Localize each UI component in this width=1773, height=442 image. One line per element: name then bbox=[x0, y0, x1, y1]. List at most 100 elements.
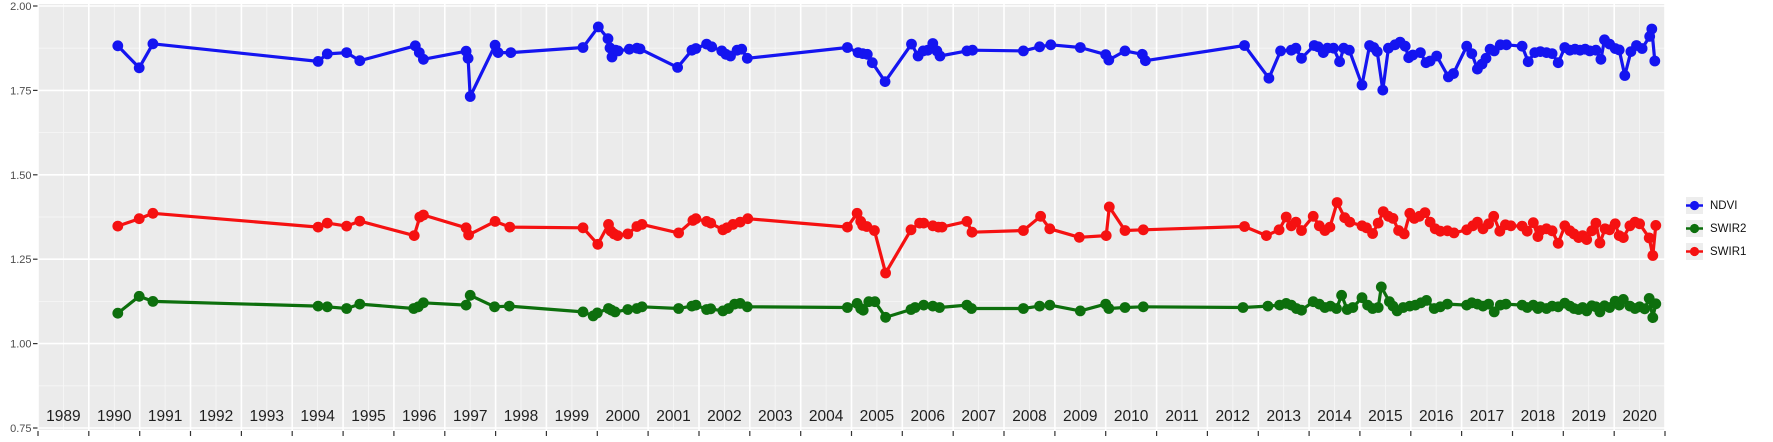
data-point bbox=[1073, 231, 1085, 243]
data-point bbox=[742, 213, 754, 225]
legend-key-icon bbox=[1686, 243, 1703, 260]
x-tick-label: 1993 bbox=[250, 408, 284, 425]
x-tick-label: 2000 bbox=[605, 408, 640, 425]
data-point bbox=[147, 296, 159, 307]
data-point bbox=[505, 47, 517, 58]
data-point bbox=[1324, 221, 1336, 233]
data-point bbox=[592, 21, 604, 33]
data-point bbox=[736, 43, 748, 55]
data-point bbox=[577, 306, 589, 318]
x-tick-label: 2018 bbox=[1521, 408, 1555, 425]
data-point bbox=[741, 301, 753, 313]
data-point bbox=[1296, 304, 1307, 316]
legend-key-icon bbox=[1686, 197, 1703, 214]
data-point bbox=[354, 215, 366, 227]
data-point bbox=[1044, 223, 1056, 235]
x-tick-label: 2015 bbox=[1368, 408, 1402, 425]
data-point bbox=[1483, 298, 1494, 310]
series-SWIR1 bbox=[112, 197, 1662, 279]
data-point bbox=[1399, 40, 1411, 52]
data-point bbox=[504, 221, 516, 233]
data-point bbox=[1636, 43, 1648, 54]
data-point bbox=[636, 219, 648, 230]
data-point bbox=[1137, 301, 1149, 313]
x-tick-label: 2009 bbox=[1063, 408, 1097, 425]
data-point bbox=[1119, 45, 1131, 57]
data-point bbox=[321, 301, 333, 313]
data-point bbox=[464, 91, 476, 102]
data-point bbox=[341, 303, 352, 314]
data-point bbox=[341, 220, 352, 232]
data-point bbox=[1617, 294, 1629, 305]
data-point bbox=[321, 217, 333, 229]
data-point bbox=[1280, 211, 1292, 223]
data-point bbox=[1356, 79, 1368, 91]
data-point bbox=[1595, 53, 1607, 65]
data-point bbox=[1372, 302, 1384, 313]
x-tick-label: 1995 bbox=[351, 408, 385, 425]
data-point bbox=[673, 227, 684, 239]
data-point bbox=[1119, 225, 1131, 236]
data-point bbox=[1343, 44, 1355, 56]
data-point bbox=[1639, 303, 1651, 315]
data-point bbox=[1617, 232, 1629, 244]
data-point bbox=[1590, 44, 1602, 56]
data-point bbox=[1546, 225, 1558, 237]
data-point bbox=[418, 297, 429, 309]
data-point bbox=[1018, 225, 1029, 236]
x-tick-label: 2001 bbox=[656, 408, 690, 425]
x-tick-label: 2003 bbox=[758, 408, 792, 425]
data-point bbox=[1261, 230, 1272, 242]
data-point bbox=[1119, 302, 1131, 313]
data-point bbox=[1527, 217, 1539, 229]
data-point bbox=[1372, 217, 1384, 229]
data-point bbox=[1419, 207, 1431, 219]
data-point bbox=[577, 222, 589, 234]
y-axis-labels: 0.75 1.00 1.25 1.50 1.75 2.00 bbox=[10, 1, 31, 435]
x-tick-label: 2006 bbox=[911, 408, 945, 425]
y-tick-label: 2.00 bbox=[10, 1, 31, 13]
data-point bbox=[966, 303, 977, 314]
data-point bbox=[1344, 216, 1356, 228]
data-point bbox=[1521, 225, 1533, 237]
data-point bbox=[1262, 300, 1274, 312]
data-point bbox=[1377, 84, 1389, 96]
data-point bbox=[1581, 234, 1593, 246]
x-tick-label: 1996 bbox=[402, 408, 436, 425]
data-point bbox=[1371, 46, 1383, 57]
data-point bbox=[592, 238, 604, 250]
data-point bbox=[1103, 303, 1115, 314]
data-point bbox=[634, 43, 646, 55]
data-point bbox=[1448, 68, 1459, 79]
data-point bbox=[1442, 298, 1453, 310]
y-tick-label: 1.50 bbox=[10, 170, 31, 182]
x-tick-label: 1997 bbox=[453, 408, 487, 425]
data-point bbox=[1634, 218, 1645, 230]
data-point bbox=[1074, 42, 1086, 53]
data-point bbox=[673, 303, 684, 314]
data-point bbox=[1290, 42, 1302, 54]
legend: NDVI SWIR2 SWIR1 bbox=[1686, 194, 1746, 263]
data-point bbox=[408, 230, 420, 242]
data-point bbox=[492, 47, 504, 58]
data-point bbox=[1646, 23, 1658, 35]
x-tick-label: 1994 bbox=[300, 408, 335, 425]
data-point bbox=[147, 38, 159, 50]
data-point bbox=[1375, 281, 1387, 293]
data-point bbox=[866, 57, 878, 69]
data-point bbox=[1466, 48, 1478, 59]
data-point bbox=[463, 229, 474, 241]
data-point bbox=[934, 50, 946, 62]
data-point bbox=[1619, 70, 1631, 81]
data-point bbox=[918, 299, 930, 311]
data-point bbox=[706, 41, 718, 53]
data-point bbox=[460, 299, 472, 311]
data-point bbox=[1552, 57, 1564, 69]
data-point bbox=[842, 302, 853, 313]
legend-key-icon bbox=[1686, 220, 1703, 237]
data-point bbox=[341, 47, 352, 58]
data-point bbox=[1347, 302, 1359, 313]
data-point bbox=[312, 221, 324, 233]
y-axis-ticks bbox=[33, 5, 38, 429]
data-point bbox=[690, 213, 702, 225]
